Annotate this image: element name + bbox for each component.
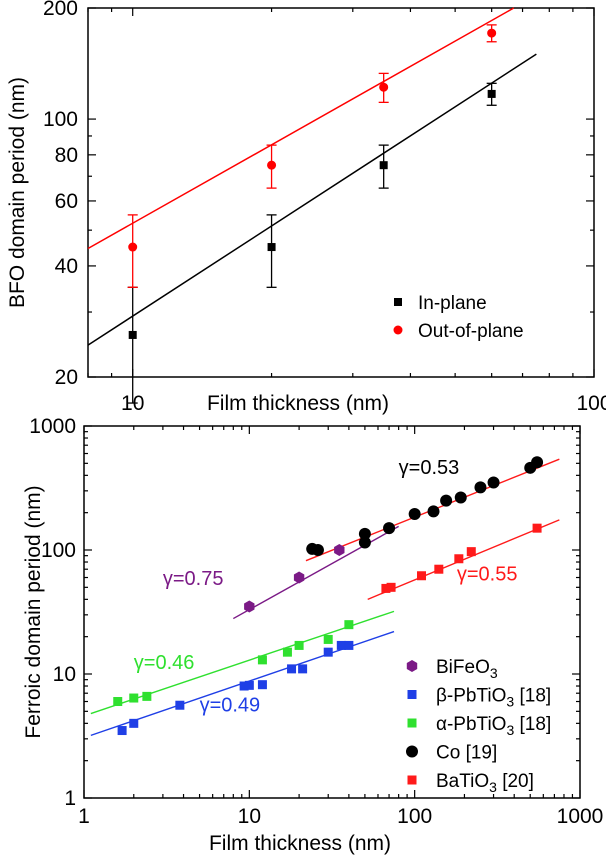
y-axis-title: BFO domain period (nm): [6, 77, 29, 308]
data-point-pbtio: [344, 640, 354, 650]
legend-marker-out-of-plane: [393, 325, 403, 335]
data-point-co: [454, 491, 467, 504]
chart-top-domain-period: 1010020406080100200Film thickness (nm)BF…: [6, 0, 606, 415]
data-point-co: [383, 522, 396, 535]
legend-label-in-plane: In-plane: [418, 293, 487, 314]
legend-marker-pbtio: [407, 690, 417, 699]
data-point-batio: [381, 583, 391, 593]
x-axis-title: Film thickness (nm): [207, 392, 389, 415]
data-point-co: [358, 536, 371, 549]
data-point-pbtio: [257, 680, 267, 690]
data-point-pbtio: [244, 680, 254, 690]
legend-label-out-of-plane: Out-of-plane: [418, 321, 524, 342]
data-point-bifeo: [244, 600, 255, 613]
data-point-pbtio: [323, 634, 333, 644]
data-point-co: [311, 544, 324, 556]
annotation-0-53: γ=0.53: [399, 457, 460, 479]
data-point-co: [531, 456, 544, 469]
x-tick-label: 1000: [557, 805, 604, 828]
y-tick-label: 1000: [29, 415, 76, 438]
annotation-0-55: γ=0.55: [457, 563, 518, 585]
data-point-in-plane: [267, 243, 276, 252]
annotation-0-49: γ=0.49: [200, 694, 261, 716]
legend-label-co: Co [19]: [436, 743, 497, 764]
data-point-pbtio: [257, 655, 267, 665]
data-point-out-of-plane: [379, 82, 389, 92]
data-point-batio: [434, 564, 444, 574]
data-point-co: [427, 505, 440, 518]
legend-marker-in-plane: [394, 298, 402, 306]
fit-line-bifeo: [232, 525, 399, 620]
y-tick-label: 100: [43, 108, 78, 131]
data-point-pbtio: [113, 697, 123, 707]
legend-marker-bifeo: [406, 660, 418, 672]
data-point-pbtio: [117, 726, 127, 736]
data-point-out-of-plane: [128, 242, 138, 252]
y-tick-label: 60: [55, 190, 78, 213]
x-tick-label: 1: [78, 805, 90, 828]
data-point-batio: [532, 523, 542, 533]
data-point-co: [440, 494, 453, 507]
data-point-co: [474, 481, 487, 494]
data-point-batio: [466, 547, 476, 557]
y-tick-label: 20: [55, 366, 78, 389]
chart-bottom-ferroic-domain-period: 1 10 100 1000 1 10 100 1000 Film thickness (nm) F…: [22, 415, 603, 855]
data-point-pbtio: [239, 681, 249, 691]
legend-label-bifeo: BiFeO3: [436, 657, 498, 681]
data-point-co: [487, 476, 500, 489]
legend-label-pbtio: β-PbTiO3 [18]: [436, 686, 551, 710]
data-point-batio: [454, 554, 464, 564]
data-point-pbtio: [282, 647, 292, 657]
data-point-batio: [386, 582, 396, 592]
x-axis-title: Film thickness (nm): [209, 832, 391, 855]
x-tick-label: 100: [576, 392, 606, 415]
fit-line-batio: [367, 519, 560, 600]
data-point-pbtio: [129, 718, 139, 728]
data-point-pbtio: [336, 640, 346, 650]
data-point-in-plane: [128, 330, 137, 339]
x-tick-label: 10: [238, 805, 261, 828]
legend-marker-batio: [407, 775, 417, 785]
y-axis-title: Ferroic domain period (nm): [22, 485, 45, 738]
y-tick-label: 10: [53, 663, 76, 686]
legend-marker-co: [406, 745, 418, 758]
data-point-in-plane: [379, 161, 388, 170]
data-point-out-of-plane: [487, 28, 497, 38]
data-point-bifeo: [293, 571, 305, 584]
data-point-batio: [417, 571, 427, 581]
data-point-co: [408, 508, 421, 521]
x-tick-label: 100: [397, 805, 432, 828]
fit-line-out-of-plane: [87, 7, 515, 250]
plot-frame: [83, 425, 581, 799]
legend-marker-pbtio: [407, 718, 417, 728]
legend-label-batio: BaTiO3 [20]: [436, 771, 534, 795]
annotation-0-46: γ=0.46: [134, 652, 195, 674]
y-tick-label: 100: [41, 539, 76, 562]
data-point-co: [358, 527, 371, 540]
fit-line-pbtio: [90, 610, 395, 715]
data-point-pbtio: [294, 640, 304, 650]
plot-frame: [87, 7, 595, 378]
y-tick-label: 40: [55, 255, 78, 278]
data-point-pbtio: [175, 700, 185, 710]
data-point-pbtio: [142, 691, 152, 701]
data-point-in-plane: [487, 89, 496, 98]
y-tick-label: 80: [55, 144, 78, 167]
legend-label-pbtio: α-PbTiO3 [18]: [436, 714, 551, 738]
data-point-pbtio: [298, 664, 308, 674]
y-tick-label: 200: [43, 0, 78, 20]
y-tick-label: 1: [64, 787, 76, 810]
data-point-pbtio: [344, 620, 354, 630]
fit-line-in-plane: [87, 53, 537, 346]
data-point-out-of-plane: [267, 160, 277, 170]
data-point-pbtio: [129, 693, 139, 703]
data-point-bifeo: [334, 544, 345, 556]
data-point-pbtio: [323, 647, 333, 657]
annotation-0-75: γ=0.75: [163, 568, 224, 590]
data-point-pbtio: [287, 664, 297, 674]
